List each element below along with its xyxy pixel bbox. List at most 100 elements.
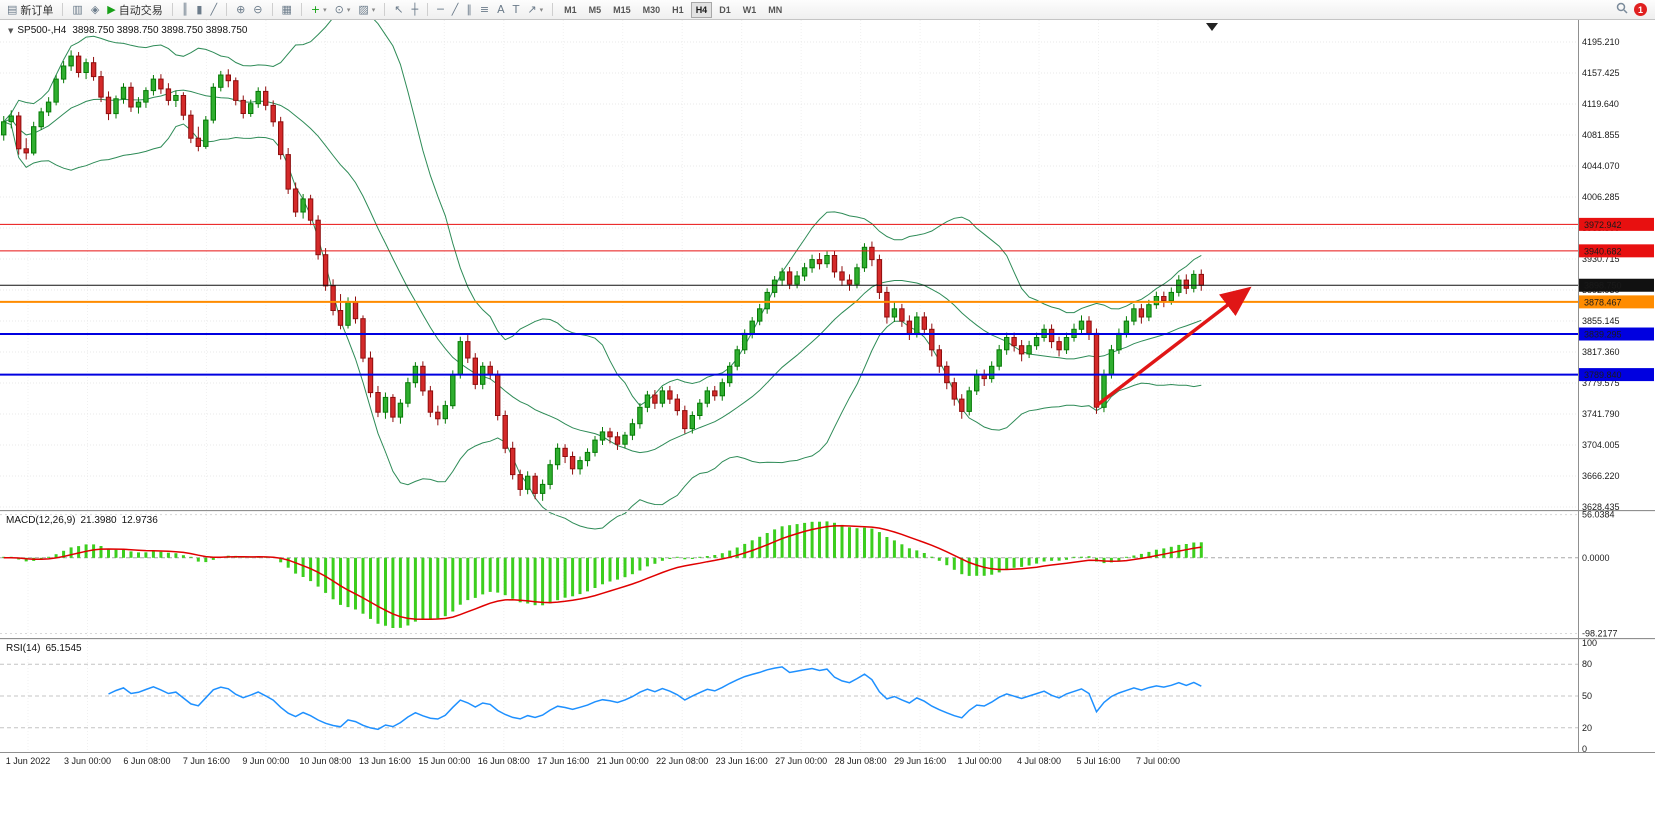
cursor-button[interactable]: ↖	[391, 3, 406, 16]
svg-text:3930.715: 3930.715	[1582, 254, 1620, 264]
timeframe-m15-button[interactable]: M15	[613, 4, 631, 15]
chart-area: 4195.210 4157.425 4119.640 4081.855 4044.070…	[0, 20, 1655, 815]
new-order-button[interactable]: ▤ 新订单	[4, 1, 56, 19]
svg-text:3666.220: 3666.220	[1582, 471, 1620, 481]
ide-editor-button[interactable]: ◈	[88, 3, 102, 16]
candlestick-chart-button[interactable]: ▮	[193, 3, 205, 16]
new-order-icon: ▤	[7, 3, 18, 16]
timeframe-h4-button[interactable]: H4	[690, 1, 713, 18]
chart-canvas[interactable]: 4195.210 4157.425 4119.640 4081.855 4044.070…	[0, 20, 1655, 815]
trend-arrow-annotation[interactable]	[1095, 286, 1252, 407]
horizontal-lines[interactable]	[0, 223, 1578, 376]
search-icon[interactable]	[1616, 2, 1628, 17]
rsi-value: 65.1545	[45, 643, 82, 654]
zoom-out-icon: ⊖	[253, 3, 263, 16]
timeframe-h1-button[interactable]: H1	[672, 4, 684, 15]
notification-badge[interactable]: 1	[1634, 3, 1647, 16]
svg-text:0.0000: 0.0000	[1582, 553, 1610, 563]
price-axis[interactable]: 4195.210 4157.425 4119.640 4081.855 4044.070…	[1582, 37, 1620, 512]
toolbar-buttons: ▤ 新订单 ▥ ◈ ▶ 自动交易 ║ ▮ ╱ ⊕ ⊖ ▦ + ▾ ⊙ ▾ ▨ ▾ ↖ ┼ ─ ╱ ∥ ≡ A T ↗ ▾ M1 M5 M15…	[4, 1, 787, 19]
depth-of-market-button[interactable]: ▥	[69, 3, 85, 16]
svg-text:3741.790: 3741.790	[1582, 409, 1620, 419]
bar-chart-button[interactable]: ║	[179, 3, 192, 16]
svg-text:7 Jul 00:00: 7 Jul 00:00	[1136, 756, 1180, 766]
crosshair-icon: ┼	[411, 3, 419, 16]
horizontal-line-icon: ─	[437, 3, 444, 16]
timeframe-m30-button[interactable]: M30	[642, 4, 661, 15]
svg-text:3972.942: 3972.942	[1584, 220, 1622, 230]
arrows-button[interactable]: ↗ ▾	[524, 3, 546, 16]
candles	[1, 50, 1204, 501]
panel-separators[interactable]	[0, 20, 1655, 753]
channel-button[interactable]: ∥	[463, 3, 475, 16]
horizontal-line-button[interactable]: ─	[434, 3, 447, 16]
svg-text:0: 0	[1582, 744, 1587, 754]
toolbar-separator	[384, 3, 386, 16]
toolbar-separator	[300, 3, 302, 16]
svg-text:21 Jun 00:00: 21 Jun 00:00	[597, 756, 649, 766]
svg-text:3878.467: 3878.467	[1584, 297, 1622, 307]
text-icon: A	[497, 3, 505, 16]
macd-name: MACD(12,26,9)	[6, 515, 76, 526]
add-indicator-button[interactable]: + ▾	[308, 3, 330, 16]
toolbar-separator	[271, 3, 273, 16]
time-axis[interactable]: 1 Jun 2022 3 Jun 00:00 6 Jun 08:00 7 Jun 16…	[6, 756, 1180, 766]
tile-windows-button[interactable]: ▦	[279, 3, 295, 16]
svg-text:9 Jun 00:00: 9 Jun 00:00	[242, 756, 289, 766]
svg-text:100: 100	[1582, 638, 1597, 648]
toolbar-separator	[552, 3, 554, 16]
line-chart-button[interactable]: ╱	[207, 3, 220, 16]
toolbar-right: 1	[1616, 2, 1651, 17]
timeframe-m1-button[interactable]: M1	[564, 4, 577, 15]
zoom-in-icon: ⊕	[236, 3, 246, 16]
dropdown-caret-icon: ▾	[323, 5, 327, 14]
macd-axis[interactable]: 56.0384 0.0000 -98.2177	[1582, 510, 1618, 639]
svg-text:-98.2177: -98.2177	[1582, 628, 1618, 638]
template-button[interactable]: ▨ ▾	[355, 3, 378, 16]
svg-text:17 Jun 16:00: 17 Jun 16:00	[537, 756, 589, 766]
algo-trading-button-label: 自动交易	[118, 4, 163, 17]
text-button[interactable]: A	[494, 3, 508, 16]
timeframe-m5-button[interactable]: M5	[588, 4, 602, 15]
arrows-icon: ↗	[527, 3, 537, 16]
svg-text:80: 80	[1582, 659, 1592, 669]
chart-grid	[0, 20, 1578, 752]
dropdown-caret-icon: ▾	[346, 5, 351, 14]
macd-signal-line	[3, 524, 1202, 620]
svg-text:3855.145: 3855.145	[1582, 316, 1620, 326]
crosshair-button[interactable]: ┼	[409, 3, 422, 16]
rsi-axis[interactable]: 100 80 50 20 0	[1582, 638, 1597, 754]
timeframe-d1-button[interactable]: D1	[719, 4, 731, 15]
svg-text:3789.840: 3789.840	[1584, 370, 1622, 380]
trendline-button[interactable]: ╱	[449, 3, 462, 16]
svg-text:5 Jul 16:00: 5 Jul 16:00	[1077, 756, 1121, 766]
algo-trading-button[interactable]: ▶ 自动交易	[104, 1, 165, 19]
period-button[interactable]: ⊙ ▾	[332, 3, 354, 16]
svg-text:4 Jul 08:00: 4 Jul 08:00	[1017, 756, 1061, 766]
chart-shift-marker[interactable]	[1206, 23, 1218, 31]
timeframe-mn-button[interactable]: MN	[768, 4, 783, 15]
chart-dropdown-icon[interactable]: ▼	[8, 27, 14, 35]
svg-text:10 Jun 08:00: 10 Jun 08:00	[299, 756, 351, 766]
svg-text:3704.005: 3704.005	[1582, 440, 1620, 450]
zoom-out-button[interactable]: ⊖	[250, 3, 265, 16]
fibonacci-button[interactable]: ≡	[477, 3, 492, 16]
candlestick-chart-icon: ▮	[196, 3, 203, 16]
svg-text:3 Jun 00:00: 3 Jun 00:00	[64, 756, 111, 766]
svg-text:23 Jun 16:00: 23 Jun 16:00	[716, 756, 768, 766]
svg-text:4044.070: 4044.070	[1582, 161, 1620, 171]
svg-text:6 Jun 08:00: 6 Jun 08:00	[123, 756, 170, 766]
macd-signal-value: 12.9736	[121, 515, 158, 526]
zoom-in-button[interactable]: ⊕	[233, 3, 248, 16]
template-icon: ▨	[358, 3, 369, 16]
svg-text:1 Jul 00:00: 1 Jul 00:00	[958, 756, 1002, 766]
macd-panel	[0, 514, 1578, 634]
rsi-panel	[0, 663, 1578, 731]
timeframe-w1-button[interactable]: W1	[742, 4, 757, 15]
price-badge	[1579, 327, 1654, 341]
svg-text:3779.575: 3779.575	[1582, 378, 1620, 388]
toolbar-separator	[171, 3, 173, 16]
macd-main-value: 21.3980	[80, 515, 117, 526]
label-button[interactable]: T	[510, 3, 523, 16]
